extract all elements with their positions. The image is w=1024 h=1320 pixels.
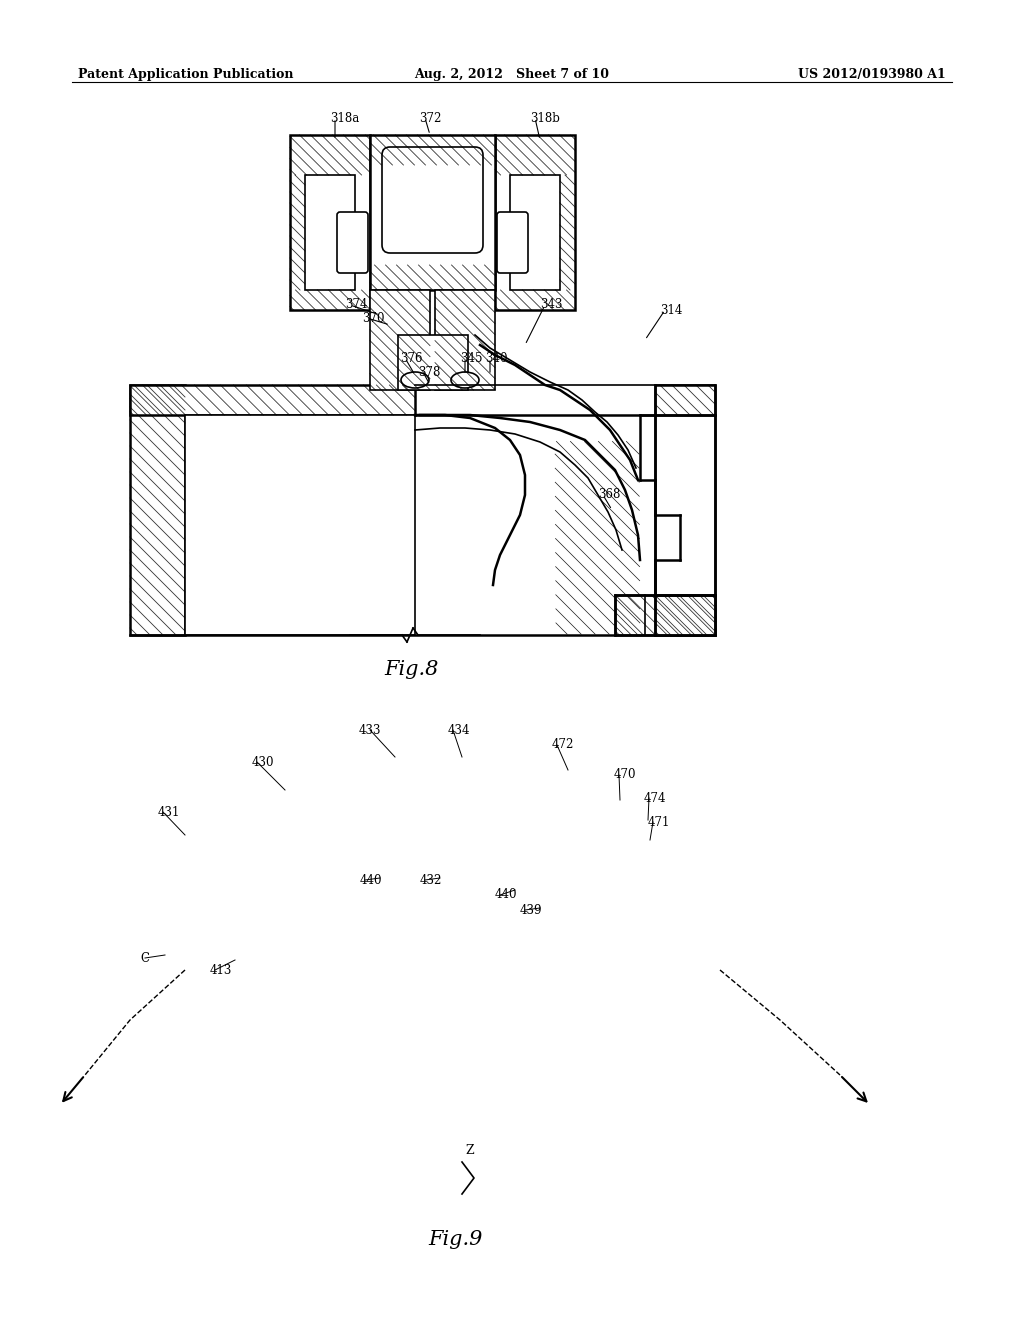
Text: 372: 372 xyxy=(419,111,441,124)
Text: US 2012/0193980 A1: US 2012/0193980 A1 xyxy=(799,69,946,81)
Text: 439: 439 xyxy=(520,903,543,916)
Bar xyxy=(615,595,715,635)
Bar xyxy=(290,135,370,310)
Text: 430: 430 xyxy=(252,755,274,768)
Text: 314: 314 xyxy=(660,304,682,317)
Text: 474: 474 xyxy=(644,792,667,804)
Text: 368: 368 xyxy=(598,488,621,502)
Text: 370: 370 xyxy=(362,312,384,325)
Bar xyxy=(130,385,415,414)
Text: 433: 433 xyxy=(358,723,381,737)
FancyBboxPatch shape xyxy=(497,213,528,273)
Bar xyxy=(495,135,575,310)
Bar xyxy=(560,176,575,290)
Ellipse shape xyxy=(401,372,429,388)
Text: 318a: 318a xyxy=(330,111,359,124)
Text: 431: 431 xyxy=(158,805,180,818)
Text: 470: 470 xyxy=(614,768,637,781)
Bar xyxy=(655,595,715,635)
Bar xyxy=(370,135,495,165)
Text: 434: 434 xyxy=(449,723,470,737)
Bar xyxy=(615,595,715,635)
Text: Aug. 2, 2012   Sheet 7 of 10: Aug. 2, 2012 Sheet 7 of 10 xyxy=(415,69,609,81)
Bar xyxy=(655,385,715,635)
Bar xyxy=(370,290,430,389)
Text: 472: 472 xyxy=(552,738,574,751)
Bar xyxy=(130,385,415,414)
Bar xyxy=(185,414,415,635)
Text: 440: 440 xyxy=(360,874,383,887)
Text: Patent Application Publication: Patent Application Publication xyxy=(78,69,294,81)
Text: 440: 440 xyxy=(495,888,517,902)
Bar xyxy=(398,335,468,389)
Text: 378: 378 xyxy=(418,366,440,379)
Text: 471: 471 xyxy=(648,816,671,829)
Text: 432: 432 xyxy=(420,874,442,887)
Text: 345: 345 xyxy=(460,351,482,364)
Ellipse shape xyxy=(451,372,479,388)
Text: Fig.8: Fig.8 xyxy=(385,660,439,678)
Bar xyxy=(130,385,185,635)
FancyBboxPatch shape xyxy=(337,213,368,273)
Bar xyxy=(290,176,305,290)
Bar xyxy=(370,290,430,389)
Text: 318b: 318b xyxy=(530,111,560,124)
Bar xyxy=(655,385,715,414)
Bar xyxy=(495,290,575,310)
FancyBboxPatch shape xyxy=(382,147,483,253)
Text: Z: Z xyxy=(466,1143,474,1156)
Bar xyxy=(130,385,185,635)
Text: 343: 343 xyxy=(540,298,562,312)
Bar xyxy=(370,265,495,290)
Bar xyxy=(290,135,370,176)
Bar xyxy=(495,135,575,176)
Bar xyxy=(290,290,370,310)
Text: C: C xyxy=(140,952,150,965)
Bar xyxy=(510,176,560,290)
Text: 340: 340 xyxy=(485,351,508,364)
Bar xyxy=(435,290,495,389)
Text: 374: 374 xyxy=(345,298,368,312)
Text: Fig.9: Fig.9 xyxy=(428,1230,482,1249)
Bar xyxy=(435,290,495,389)
Bar xyxy=(370,135,495,290)
Text: 413: 413 xyxy=(210,964,232,977)
Text: 376: 376 xyxy=(400,351,423,364)
Bar xyxy=(305,176,355,290)
